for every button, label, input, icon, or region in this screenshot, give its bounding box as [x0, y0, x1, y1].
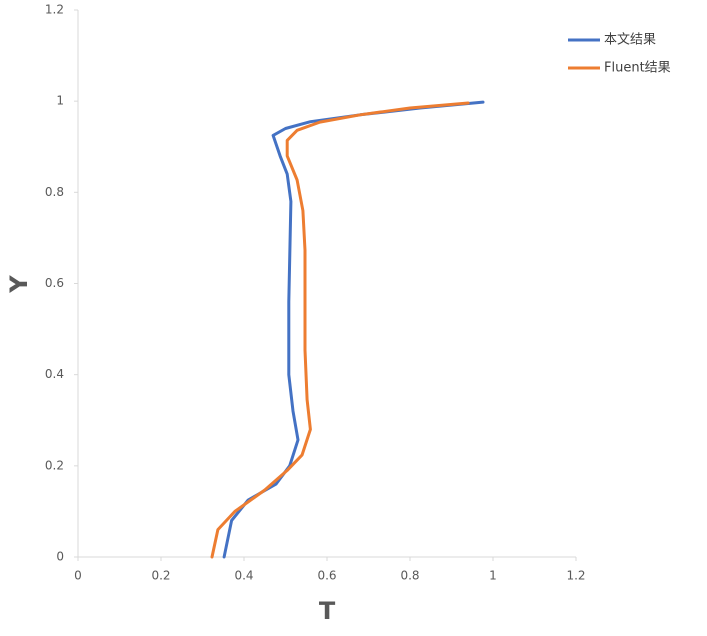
series-line — [210, 101, 470, 559]
legend-label: Fluent结果 — [604, 61, 671, 76]
x-tick-label: 0 — [74, 569, 82, 583]
x-tick-label: 0.2 — [151, 569, 170, 583]
x-tick-label: 0.8 — [400, 569, 419, 583]
legend-label: 本文结果 — [604, 33, 656, 48]
x-tick-label: 0.6 — [317, 569, 336, 583]
x-tick-label: 1 — [489, 569, 497, 583]
y-axis-title: Y — [5, 275, 33, 294]
y-tick-label: 0.8 — [45, 185, 64, 199]
x-axis-title: T — [319, 597, 336, 625]
y-tick-label: 0.4 — [45, 367, 64, 381]
y-tick-label: 1 — [56, 94, 64, 108]
series-line — [222, 100, 485, 559]
x-tick-label: 0.4 — [234, 569, 253, 583]
y-tick-label: 0.2 — [45, 458, 64, 472]
y-tick-label: 0.6 — [45, 276, 64, 290]
y-tick-label: 1.2 — [45, 3, 64, 17]
x-tick-label: 1.2 — [566, 569, 585, 583]
y-tick-label: 0 — [56, 550, 64, 564]
